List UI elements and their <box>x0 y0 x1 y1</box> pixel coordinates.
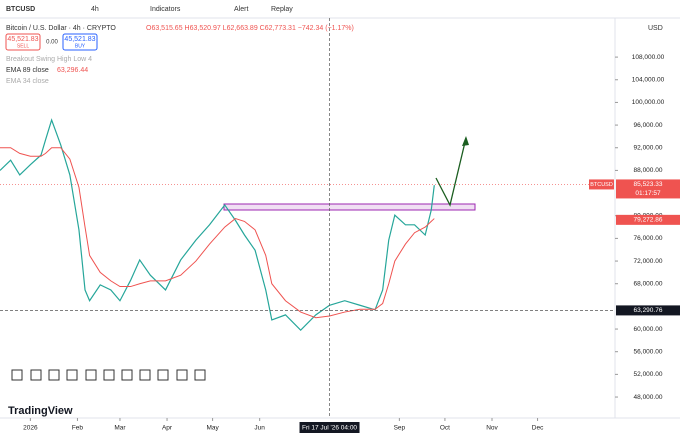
y-tick-label: 52,000.00 <box>634 371 663 378</box>
tool-icon[interactable] <box>85 369 97 381</box>
sell-button[interactable] <box>5 33 41 51</box>
indicator-label: EMA 89 close <box>6 67 49 74</box>
y-tick-label: 100,000.00 <box>632 99 665 106</box>
y-tick-label: 92,000.00 <box>634 144 663 151</box>
crosshair-price-label: 63,290.76 <box>634 307 663 314</box>
tool-icon[interactable] <box>194 369 206 381</box>
legend-title: Bitcoin / U.S. Dollar · 4h · CRYPTO <box>6 25 116 32</box>
y-tick-label: 88,000.00 <box>634 167 663 174</box>
zone-rectangle <box>223 203 476 211</box>
x-tick-label: Dec <box>532 425 544 432</box>
tool-icon[interactable] <box>176 369 188 381</box>
spread: 0.00 <box>46 40 58 46</box>
toolbar <box>0 0 680 18</box>
ema-line <box>0 147 435 319</box>
y-tick-label: 56,000.00 <box>634 348 663 355</box>
y-tick-label: 48,000.00 <box>634 394 663 401</box>
y-tick-label: 76,000.00 <box>634 235 663 242</box>
crosshair-time-label: Fri 17 Jul '26 04:00 <box>302 425 357 432</box>
buy-button[interactable] <box>62 33 98 51</box>
tool-icon[interactable] <box>11 369 23 381</box>
symbol-button[interactable]: BTCUSD <box>6 6 35 13</box>
y-tick-label: 96,000.00 <box>634 122 663 129</box>
tool-icon[interactable] <box>30 369 42 381</box>
x-tick-label: 2026 <box>23 425 38 432</box>
crosshair-price-tag <box>616 305 680 316</box>
indicators-button[interactable]: Indicators <box>150 6 181 13</box>
x-tick-label: Mar <box>114 425 126 432</box>
y-tick-label: 104,000.00 <box>632 76 665 83</box>
ema-tag-label: 79,272.86 <box>634 217 663 224</box>
tool-icon[interactable] <box>157 369 169 381</box>
x-tick-label: Oct <box>440 425 450 432</box>
countdown-label: 01:17:57 <box>635 190 661 197</box>
y-tick-label: 68,000.00 <box>634 280 663 287</box>
crosshair-time-tag <box>299 422 360 433</box>
buy-label: BUY <box>75 43 86 49</box>
drawing-toolbar <box>11 369 206 381</box>
tool-icon[interactable] <box>139 369 151 381</box>
sell-price: 45,521.83 <box>7 36 38 43</box>
replay-button[interactable]: Replay <box>271 6 293 13</box>
currency-label: USD <box>648 25 663 32</box>
symbol-tag-label: BTCUSD <box>590 182 613 188</box>
x-tick-label: Jun <box>254 425 265 432</box>
x-tick-label: May <box>206 425 219 432</box>
indicator-label: EMA 34 close <box>6 78 49 85</box>
arrow-head <box>462 136 469 146</box>
buy-price: 45,521.83 <box>64 36 95 43</box>
price-tag-label: 85,523.33 <box>634 181 663 188</box>
tool-icon[interactable] <box>103 369 115 381</box>
x-tick-label: Sep <box>394 425 406 432</box>
y-tick-label: 72,000.00 <box>634 258 663 265</box>
tool-icon[interactable] <box>66 369 78 381</box>
indicator-label: Breakout Swing High Low 4 <box>6 56 92 63</box>
y-tick-label: 60,000.00 <box>634 326 663 333</box>
symbol-tag <box>589 179 614 190</box>
price-line <box>0 118 435 332</box>
projection-arrow <box>435 137 467 207</box>
sell-label: SELL <box>17 43 29 49</box>
x-tick-label: Apr <box>162 425 173 432</box>
tool-icon[interactable] <box>121 369 133 381</box>
logo: TradingView <box>8 405 73 417</box>
alert-button[interactable]: Alert <box>234 6 248 13</box>
indicator-value: 63,296.44 <box>57 67 88 74</box>
price-tag <box>616 179 680 199</box>
ema-tag <box>616 214 680 225</box>
x-tick-label: Feb <box>72 425 84 432</box>
x-tick-label: Nov <box>486 425 498 432</box>
legend-ohlc: O63,515.65 H63,520.97 L62,663.89 C62,773… <box>146 25 354 32</box>
interval-button[interactable]: 4h <box>91 6 99 13</box>
y-tick-label: 108,000.00 <box>632 54 665 61</box>
tool-icon[interactable] <box>48 369 60 381</box>
